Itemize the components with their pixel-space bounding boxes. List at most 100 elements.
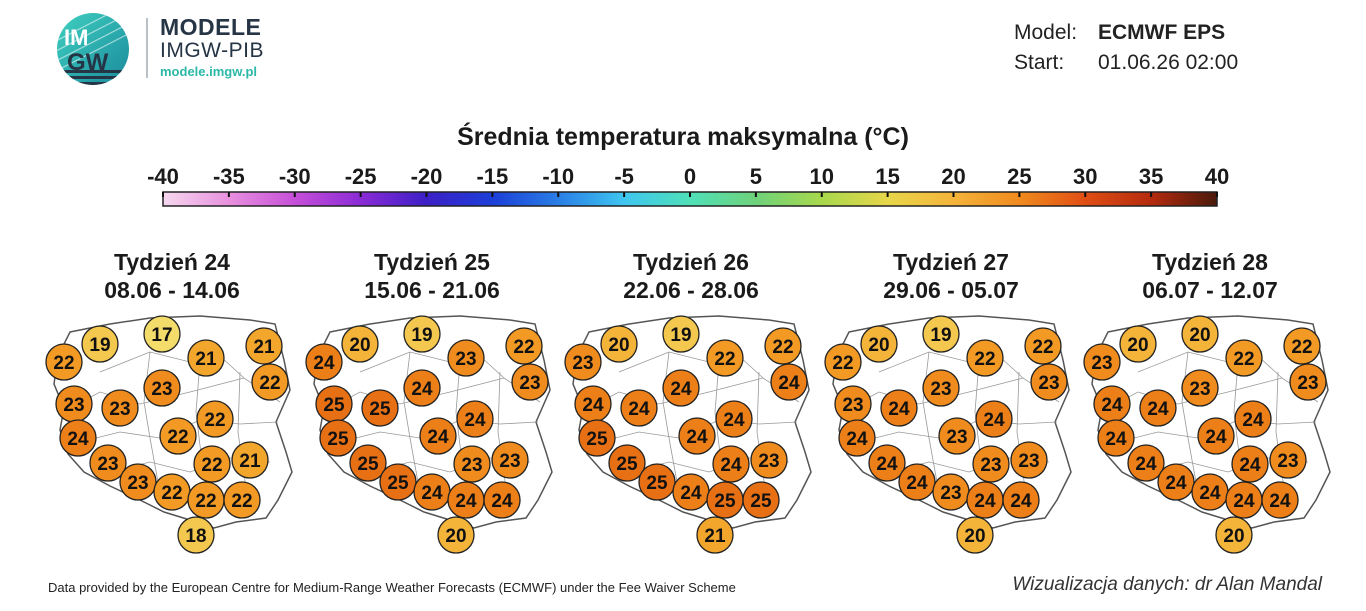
temperature-circle bbox=[251, 363, 289, 401]
start-value: 01.06.26 02:00 bbox=[1098, 51, 1239, 74]
colorbar-tick-label: -20 bbox=[410, 164, 443, 189]
colorbar-tick-label: -30 bbox=[278, 164, 311, 189]
temperature-circle bbox=[880, 389, 918, 427]
temperature-circle bbox=[223, 481, 261, 519]
temperature-value: 22 bbox=[259, 373, 280, 394]
temperature-value: 22 bbox=[714, 349, 735, 370]
temperature-bubble: 24 bbox=[447, 481, 485, 519]
temperature-bubble: 20 bbox=[600, 325, 638, 363]
colorbar-tick-label: -10 bbox=[542, 164, 575, 189]
temperature-bubble: 24 bbox=[838, 419, 876, 457]
temperature-bubble: 19 bbox=[81, 325, 119, 363]
temperature-circle bbox=[403, 369, 441, 407]
temperature-bubble: 22 bbox=[196, 400, 234, 438]
temperature-circle bbox=[742, 481, 780, 519]
temperature-circle bbox=[319, 419, 357, 457]
map-week-26: 23 20 19 22 22 24 24 24 24 24 25 24 25 24 23 25 24 25 25 21 bbox=[559, 312, 819, 567]
imgw-logo: IM GW bbox=[54, 12, 132, 86]
temperature-bubble: 24 bbox=[715, 400, 753, 438]
temperature-value: 24 bbox=[1105, 429, 1127, 450]
temperature-circle bbox=[1157, 463, 1195, 501]
temperature-value: 25 bbox=[646, 473, 668, 494]
temperature-value: 23 bbox=[499, 451, 520, 472]
temperature-bubble: 25 bbox=[379, 463, 417, 501]
temperature-circle bbox=[483, 481, 521, 519]
temperature-value: 24 bbox=[582, 395, 604, 416]
temperature-value: 23 bbox=[63, 395, 84, 416]
colorbar-tick-label: 0 bbox=[683, 164, 697, 189]
temperature-bubble: 24 bbox=[1191, 473, 1229, 511]
temperature-value: 24 bbox=[1242, 410, 1264, 431]
temperature-circle bbox=[349, 444, 387, 482]
temperature-bubble: 22 bbox=[251, 363, 289, 401]
temperature-circle bbox=[860, 325, 898, 363]
temperature-value: 23 bbox=[109, 399, 130, 420]
temperature-circle bbox=[143, 369, 181, 407]
temperature-circle bbox=[245, 327, 283, 365]
temperature-circle bbox=[305, 343, 343, 381]
temperature-circle bbox=[600, 325, 638, 363]
logo-text-top: IM bbox=[64, 25, 88, 50]
temperature-bubble: 22 bbox=[966, 339, 1004, 377]
temperature-bubble: 23 bbox=[922, 369, 960, 407]
temperature-value: 22 bbox=[231, 491, 252, 512]
temperature-circle bbox=[706, 339, 744, 377]
temperature-circle bbox=[1010, 441, 1048, 479]
week-28-title: Tydzień 28 06.07 - 12.07 bbox=[1100, 248, 1320, 304]
colorbar-ticks bbox=[162, 192, 1218, 197]
temperature-value: 20 bbox=[445, 526, 466, 547]
temperature-value: 22 bbox=[1233, 349, 1254, 370]
temperature-bubble: 22 bbox=[45, 343, 83, 381]
colorbar-tick-label: 20 bbox=[941, 164, 966, 189]
temperature-value: 24 bbox=[778, 373, 800, 394]
temperature-value: 20 bbox=[349, 335, 370, 356]
temperature-value: 23 bbox=[930, 379, 951, 400]
temperature-bubble: 24 bbox=[662, 369, 700, 407]
temperature-bubble: 22 bbox=[1225, 339, 1263, 377]
temperature-value: 24 bbox=[455, 491, 477, 512]
visualization-credit: Wizualizacja danych: dr Alan Mandal bbox=[1012, 574, 1322, 595]
temperature-bubble: 25 bbox=[319, 419, 357, 457]
map-week-25: 24 20 19 23 22 23 25 25 24 24 25 24 25 23 23 25 24 24 24 20 bbox=[300, 312, 560, 567]
week-26-title: Tydzień 26 22.06 - 28.06 bbox=[581, 248, 801, 304]
temperature-circle bbox=[638, 463, 676, 501]
temperature-bubble: 23 bbox=[932, 473, 970, 511]
temperature-circle bbox=[511, 363, 549, 401]
temperature-bubble: 24 bbox=[770, 363, 808, 401]
temperature-bubble: 22 bbox=[706, 339, 744, 377]
temperature-circle bbox=[1083, 343, 1121, 381]
temperature-value: 24 bbox=[720, 455, 742, 476]
temperature-bubble: 23 bbox=[1181, 369, 1219, 407]
temperature-value: 24 bbox=[723, 410, 745, 431]
temperature-bubble: 24 bbox=[1097, 419, 1135, 457]
temperature-value: 20 bbox=[1223, 526, 1244, 547]
temperature-value: 24 bbox=[1165, 473, 1187, 494]
colorbar-tick-label: -15 bbox=[476, 164, 509, 189]
temperature-bubble: 25 bbox=[349, 444, 387, 482]
temperature-bubble: 24 bbox=[868, 444, 906, 482]
temperature-bubble: 24 bbox=[880, 389, 918, 427]
temperature-bubble: 24 bbox=[574, 385, 612, 423]
temperature-bubble: 24 bbox=[1127, 444, 1165, 482]
temperature-bubble: 23 bbox=[750, 441, 788, 479]
temperature-bubble: 24 bbox=[966, 481, 1004, 519]
temperature-circle bbox=[1225, 339, 1263, 377]
colorbar-tick-label: 35 bbox=[1138, 164, 1164, 189]
data-source-note: Data provided by the European Centre for… bbox=[48, 580, 736, 595]
temperature-bubble: 23 bbox=[972, 445, 1010, 483]
temperature-bubble: 24 bbox=[305, 343, 343, 381]
temperature-circle bbox=[1024, 327, 1062, 365]
temperature-circle bbox=[89, 444, 127, 482]
week-24-dates: 08.06 - 14.06 bbox=[104, 277, 240, 303]
temperature-bubble: 23 bbox=[143, 369, 181, 407]
temperature-bubble: 23 bbox=[1083, 343, 1121, 381]
temperature-value: 23 bbox=[97, 454, 118, 475]
temperature-value: 23 bbox=[572, 353, 593, 374]
colorbar-tick-label: 30 bbox=[1073, 164, 1098, 189]
week-27-dates: 29.06 - 05.07 bbox=[883, 277, 1019, 303]
temperature-bubble: 22 bbox=[1024, 327, 1062, 365]
temperature-bubble: 24 bbox=[1261, 481, 1299, 519]
temperature-value: 22 bbox=[513, 337, 534, 358]
temperature-value: 24 bbox=[411, 379, 433, 400]
temperature-bubble: 23 bbox=[89, 444, 127, 482]
